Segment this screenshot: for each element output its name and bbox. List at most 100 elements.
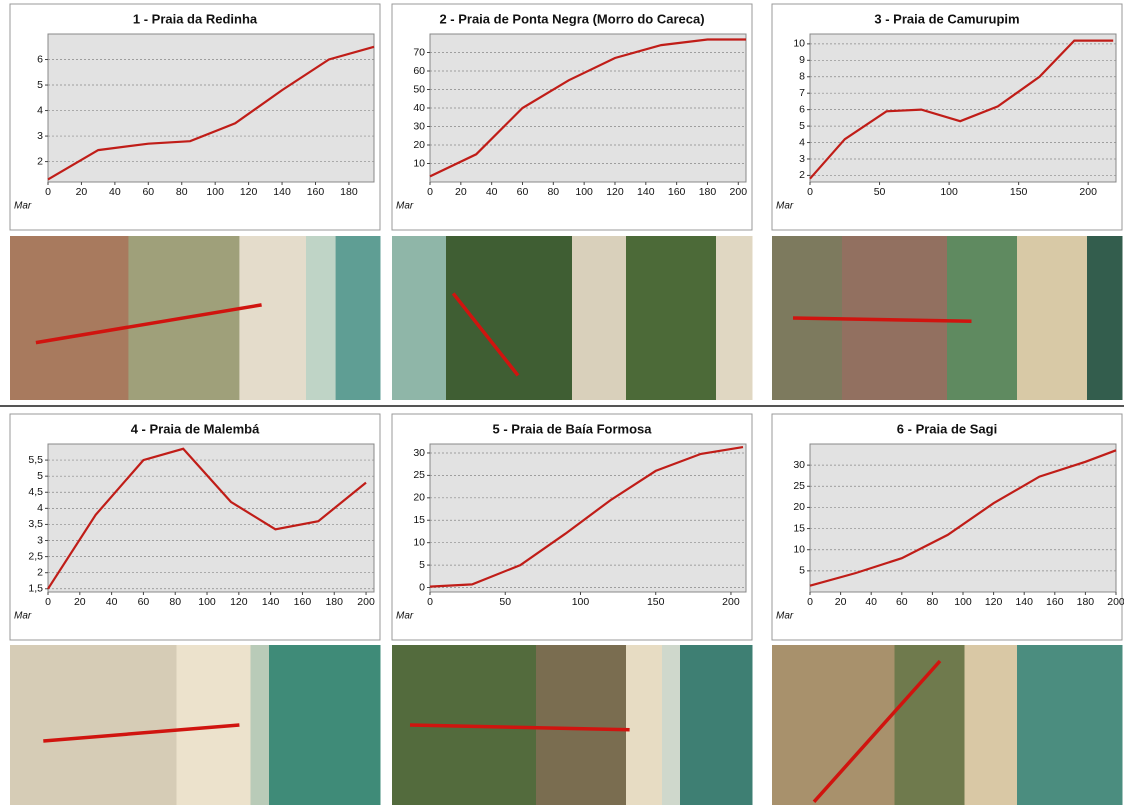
plot-area bbox=[48, 444, 374, 592]
aerial-photo bbox=[772, 645, 1123, 805]
x-axis-label: Mar bbox=[396, 611, 414, 622]
y-tick-label: 30 bbox=[413, 120, 425, 132]
x-tick-label: 140 bbox=[262, 596, 280, 608]
photo-zone bbox=[895, 645, 966, 805]
x-tick-label: 180 bbox=[699, 186, 717, 198]
y-tick-label: 70 bbox=[413, 46, 425, 58]
photo-zone bbox=[1017, 645, 1123, 805]
y-tick-label: 60 bbox=[413, 65, 425, 77]
x-tick-label: 20 bbox=[76, 186, 88, 198]
x-tick-label: 80 bbox=[169, 596, 181, 608]
x-tick-label: 200 bbox=[1079, 186, 1097, 198]
photo-zone bbox=[251, 645, 270, 805]
y-tick-label: 10 bbox=[793, 543, 805, 555]
y-tick-label: 15 bbox=[793, 522, 805, 534]
x-tick-label: 160 bbox=[668, 186, 686, 198]
photo-zone bbox=[336, 236, 381, 400]
y-tick-label: 1,5 bbox=[28, 583, 43, 595]
y-tick-label: 4 bbox=[799, 136, 805, 148]
y-tick-label: 0 bbox=[419, 581, 425, 593]
y-tick-label: 5 bbox=[37, 470, 43, 482]
x-tick-label: 180 bbox=[340, 186, 358, 198]
y-tick-label: 5 bbox=[37, 79, 43, 91]
chart-title: 3 - Praia de Camurupim bbox=[874, 11, 1019, 26]
x-axis-label: Mar bbox=[776, 201, 794, 212]
figure: 1 - Praia da Redinha23456020406080100120… bbox=[0, 0, 1124, 805]
x-tick-label: 40 bbox=[865, 596, 877, 608]
chart-title: 1 - Praia da Redinha bbox=[133, 11, 258, 26]
x-tick-label: 120 bbox=[240, 186, 258, 198]
x-tick-label: 100 bbox=[940, 186, 958, 198]
x-tick-label: 50 bbox=[499, 596, 511, 608]
x-tick-label: 50 bbox=[874, 186, 886, 198]
x-tick-label: 120 bbox=[606, 186, 624, 198]
y-tick-label: 9 bbox=[799, 54, 805, 66]
x-tick-label: 60 bbox=[896, 596, 908, 608]
plot-area bbox=[810, 34, 1116, 182]
y-tick-label: 20 bbox=[413, 492, 425, 504]
x-tick-label: 60 bbox=[138, 596, 150, 608]
y-tick-label: 40 bbox=[413, 102, 425, 114]
y-tick-label: 50 bbox=[413, 83, 425, 95]
y-tick-label: 10 bbox=[413, 157, 425, 169]
y-tick-label: 3 bbox=[799, 153, 805, 165]
x-tick-label: 200 bbox=[357, 596, 375, 608]
x-tick-label: 140 bbox=[1015, 596, 1033, 608]
chart-title: 5 - Praia de Baía Formosa bbox=[493, 421, 653, 436]
y-tick-label: 4,5 bbox=[28, 486, 43, 498]
chart-panel: 4 - Praia de Malembá1,522,533,544,555,50… bbox=[10, 414, 380, 640]
chart-title: 2 - Praia de Ponta Negra (Morro do Carec… bbox=[439, 11, 704, 26]
x-tick-label: 0 bbox=[45, 186, 51, 198]
x-tick-label: 200 bbox=[722, 596, 740, 608]
y-tick-label: 10 bbox=[413, 536, 425, 548]
photo-zone bbox=[239, 236, 306, 400]
y-tick-label: 6 bbox=[37, 53, 43, 65]
x-tick-label: 160 bbox=[294, 596, 312, 608]
y-tick-label: 30 bbox=[413, 447, 425, 459]
y-tick-label: 10 bbox=[793, 38, 805, 50]
y-tick-label: 5 bbox=[799, 565, 805, 577]
x-tick-label: 200 bbox=[730, 186, 748, 198]
photo-zone bbox=[965, 645, 1018, 805]
x-tick-label: 40 bbox=[486, 186, 498, 198]
x-tick-label: 60 bbox=[517, 186, 529, 198]
y-tick-label: 20 bbox=[793, 501, 805, 513]
x-tick-label: 100 bbox=[198, 596, 216, 608]
y-tick-label: 2 bbox=[799, 169, 805, 181]
chart-title: 6 - Praia de Sagi bbox=[897, 421, 997, 436]
photo-zone bbox=[662, 645, 681, 805]
photo-zone bbox=[626, 645, 663, 805]
y-tick-label: 25 bbox=[793, 480, 805, 492]
y-tick-label: 3 bbox=[37, 130, 43, 142]
x-tick-label: 150 bbox=[647, 596, 665, 608]
plot-area bbox=[48, 34, 374, 182]
y-tick-label: 5 bbox=[419, 559, 425, 571]
chart-title: 4 - Praia de Malembá bbox=[131, 421, 260, 436]
photo-zone bbox=[716, 236, 753, 400]
x-tick-label: 180 bbox=[1077, 596, 1095, 608]
photo-zone bbox=[626, 236, 717, 400]
x-axis-label: Mar bbox=[14, 201, 32, 212]
y-tick-label: 5 bbox=[799, 120, 805, 132]
x-tick-label: 160 bbox=[307, 186, 325, 198]
x-axis-label: Mar bbox=[776, 611, 794, 622]
x-tick-label: 20 bbox=[835, 596, 847, 608]
x-tick-label: 160 bbox=[1046, 596, 1064, 608]
y-tick-label: 3 bbox=[37, 534, 43, 546]
x-tick-label: 80 bbox=[547, 186, 559, 198]
photo-zone bbox=[1017, 236, 1088, 400]
y-tick-label: 7 bbox=[799, 87, 805, 99]
x-tick-label: 100 bbox=[572, 596, 590, 608]
y-tick-label: 4 bbox=[37, 502, 43, 514]
x-tick-label: 120 bbox=[985, 596, 1003, 608]
photo-zone bbox=[306, 236, 336, 400]
y-tick-label: 4 bbox=[37, 104, 43, 116]
x-tick-label: 180 bbox=[325, 596, 343, 608]
photo-zone bbox=[947, 236, 1018, 400]
photo-zone bbox=[10, 236, 129, 400]
y-tick-label: 3,5 bbox=[28, 518, 43, 530]
x-tick-label: 80 bbox=[927, 596, 939, 608]
